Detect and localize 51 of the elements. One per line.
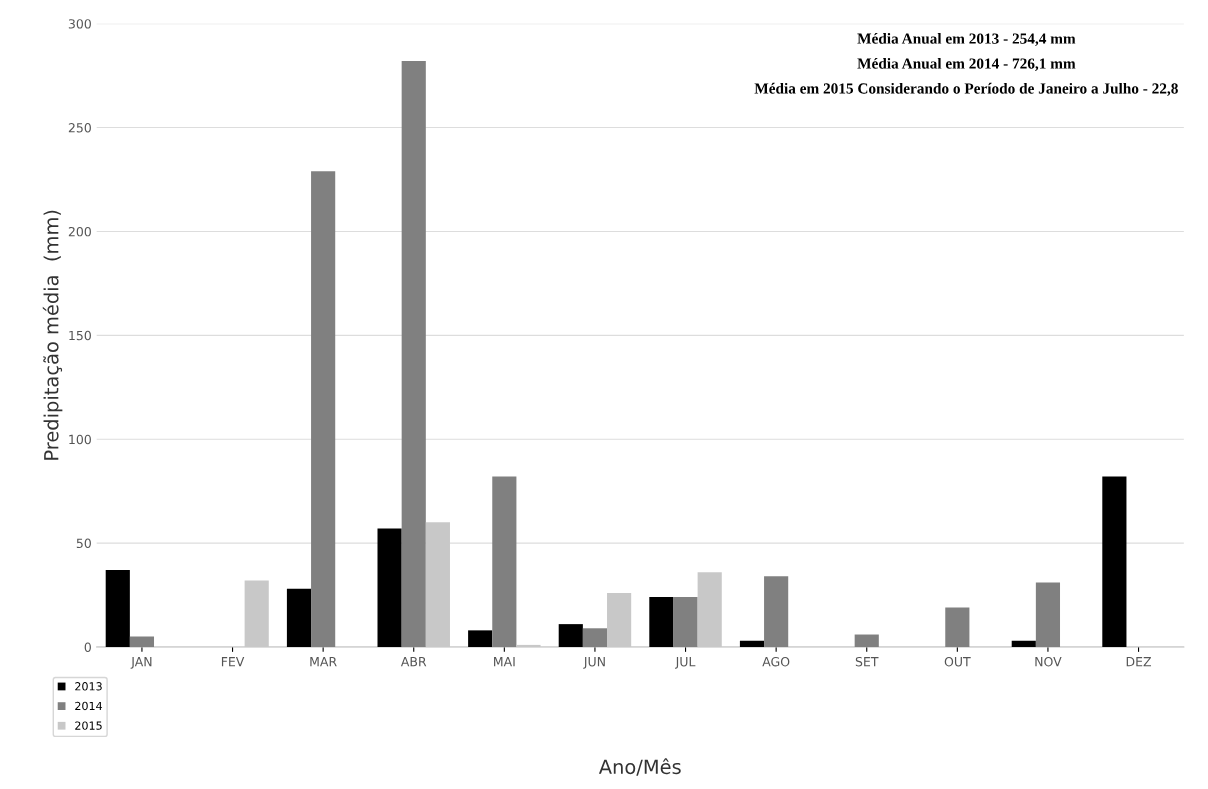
bar <box>649 597 674 647</box>
x-tick-label: JAN <box>130 657 152 669</box>
y-tick-label: 200 <box>68 226 91 237</box>
x-tick-label: JUN <box>583 657 605 669</box>
bar <box>425 522 450 647</box>
bar <box>1011 640 1036 647</box>
bar <box>945 607 970 647</box>
x-tick-label: NOV <box>1035 656 1062 667</box>
legend-label: 2014 <box>75 701 103 711</box>
bar <box>129 636 155 647</box>
bar <box>1035 582 1061 647</box>
bar <box>516 644 541 647</box>
bar <box>582 628 608 647</box>
x-tick-label: OUT <box>944 656 971 667</box>
bar <box>492 476 517 647</box>
bar <box>607 592 632 647</box>
x-tick-label: MAI <box>494 657 515 667</box>
bar <box>673 597 698 647</box>
bar <box>558 624 583 647</box>
bar <box>854 634 879 647</box>
y-tick-label: 50 <box>76 538 91 549</box>
x-tick-label: DEZ <box>1126 657 1152 667</box>
bar <box>764 576 789 647</box>
y-tick-label: 100 <box>69 434 91 445</box>
bar <box>468 630 493 647</box>
bar <box>244 580 269 647</box>
x-tick-label: SET <box>855 656 879 667</box>
legend-label: 2015 <box>75 721 102 730</box>
bar <box>739 640 765 647</box>
x-tick-label: MAR <box>310 657 337 667</box>
bar <box>105 570 130 647</box>
x-tick-label: JUL <box>674 657 696 669</box>
x-tick-label: ABR <box>400 657 427 667</box>
y-axis-title: Predipitação média (mm) <box>42 210 63 460</box>
y-tick-label: 150 <box>69 330 91 341</box>
annotation: Média em 2015 Considerando o Período de Janeiro a Julho - 22,8 <box>754 82 1178 96</box>
bar <box>401 61 426 647</box>
bar <box>311 171 336 647</box>
y-tick-label: 0 <box>84 642 91 652</box>
x-tick-label: FEV <box>221 657 245 667</box>
annotation: Média Anual em 2014 - 726,1 mm <box>857 57 1076 71</box>
annotation: Média Anual em 2013 - 254,4 mm <box>857 33 1076 46</box>
legend-label: 2013 <box>75 682 102 691</box>
y-tick-label: 250 <box>68 123 91 133</box>
bar <box>377 528 402 647</box>
bar <box>286 588 312 647</box>
bar <box>697 572 722 647</box>
bar <box>1102 476 1127 647</box>
x-axis-title: Ano/Mês <box>598 758 681 776</box>
y-tick-label: 300 <box>68 19 91 29</box>
x-tick-label: AGO <box>762 656 790 667</box>
